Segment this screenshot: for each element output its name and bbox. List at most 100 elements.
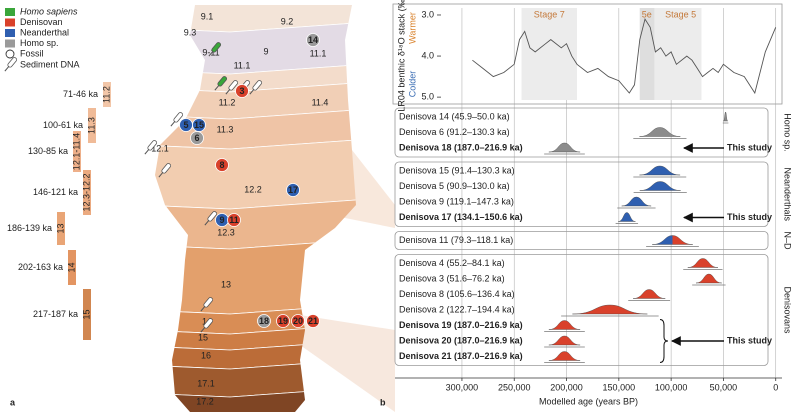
fossil-dot <box>190 131 204 145</box>
layer-label: 9-11 <box>202 47 219 57</box>
brace <box>659 319 669 363</box>
legend-label: Sediment DNA <box>20 59 80 69</box>
group-label: N–D <box>783 231 793 250</box>
fossil-label: 17 <box>288 185 298 195</box>
legend-fossil-icon <box>5 49 15 59</box>
layer-label: 9 <box>263 46 268 56</box>
pipette-body <box>228 80 239 91</box>
fossil-label: 15 <box>194 120 204 130</box>
sample-label: Denisova 8 (105.6–136.4 ka) <box>399 289 515 299</box>
date-bar <box>103 82 111 107</box>
climate-line <box>472 17 777 95</box>
fossil-label: 8 <box>219 160 224 170</box>
stage-band <box>521 8 577 100</box>
fossil-label: 14 <box>308 35 318 45</box>
density <box>548 320 581 330</box>
pipette-body <box>203 318 214 329</box>
density <box>652 235 693 245</box>
layer <box>155 198 356 250</box>
group-box <box>394 161 769 227</box>
sediment-dna-icon <box>170 112 184 127</box>
pipette-tip <box>158 172 164 178</box>
pipette-tip <box>204 220 210 226</box>
layer-label: 9.1 <box>201 11 214 21</box>
pipette-tip <box>214 85 220 91</box>
pipette-tip <box>208 51 214 57</box>
layer-label: 9.3 <box>184 27 197 37</box>
fossil-label: 18 <box>259 316 269 326</box>
pipette-body <box>173 112 184 123</box>
layer-label: 17.2 <box>196 396 214 406</box>
group-box <box>394 254 769 366</box>
y-tick-label: 4.0 <box>421 50 434 60</box>
projection-wedge <box>300 315 395 412</box>
fossil-dot <box>227 213 241 227</box>
pipette-body <box>203 297 214 308</box>
layer-label: 13 <box>221 279 231 289</box>
fossil-dot <box>235 84 249 98</box>
x-tick-label: 0 <box>773 382 778 392</box>
density <box>639 127 681 137</box>
fossil-label: 20 <box>293 316 303 326</box>
fossil-label: 6 <box>194 133 199 143</box>
density <box>548 335 581 346</box>
warm-label: Warmer <box>407 12 417 44</box>
pipette-body <box>161 163 172 174</box>
panel-label: a <box>10 397 16 407</box>
sediment-dna-icon <box>4 57 18 72</box>
layer-label: 12.3 <box>217 227 235 237</box>
legend-label: Homo sapiens <box>20 6 78 16</box>
layer-label: 12.2 <box>244 184 262 194</box>
sample-label: Denisova 18 (187.0–216.9 ka) <box>399 142 523 152</box>
date-range-label: 186-139 ka <box>7 223 52 233</box>
legend-swatch <box>5 39 15 48</box>
sediment-dna-icon <box>249 80 263 95</box>
density <box>723 111 728 122</box>
pipette-body <box>217 76 228 87</box>
fossil-dot <box>276 314 290 328</box>
sample-label: Denisova 6 (91.2–130.3 ka) <box>399 127 510 137</box>
legend-label: Denisovan <box>20 17 63 27</box>
fossil-label: 5 <box>183 120 188 130</box>
density <box>696 273 722 284</box>
fossil-label: 9 <box>219 215 224 225</box>
x-tick-label: 200,000 <box>550 382 583 392</box>
layer-label: 11.1 <box>234 60 251 70</box>
date-bar-layer: 15 <box>81 309 91 319</box>
fossil-dot <box>291 314 305 328</box>
date-bar-layer: 11.2 <box>101 86 111 103</box>
density <box>548 351 581 361</box>
group-label: Denisovans <box>783 286 793 334</box>
date-range-label: 100-61 ka <box>43 120 83 130</box>
date-bar <box>88 108 96 143</box>
x-tick-label: 250,000 <box>498 382 531 392</box>
sediment-dna-icon <box>200 318 214 333</box>
fossil-dot <box>286 183 300 197</box>
legend-swatch <box>5 29 15 37</box>
layer-label: 17.1 <box>197 378 215 388</box>
sediment-dna-icon <box>204 211 218 226</box>
y-axis-label: LR04 benthic δ¹⁸O stack (‰) <box>396 0 406 112</box>
date-range-label: 130-85 ka <box>28 146 68 156</box>
sample-label: Denisova 5 (90.9–130.0 ka) <box>399 181 510 191</box>
fossil-dot <box>306 314 320 328</box>
legend-label: Neanderthal <box>20 27 69 37</box>
date-range-label: 202-163 ka <box>18 262 63 272</box>
fossil-label: 11 <box>229 215 239 225</box>
fossil-dot <box>215 158 229 172</box>
inset-frame <box>392 3 783 105</box>
y-tick-label: 5.0 <box>421 92 434 102</box>
density <box>618 212 636 222</box>
date-bar-layer: 14 <box>66 262 76 272</box>
sample-label: Denisova 4 (55.2–84.1 ka) <box>399 258 505 268</box>
x-tick-label: 50,000 <box>710 382 738 392</box>
sample-label: Denisova 19 (187.0–216.9 ka) <box>399 320 523 330</box>
fossil-dot <box>257 314 271 328</box>
density <box>639 165 681 176</box>
date-range-label: 217-187 ka <box>33 309 78 319</box>
date-bar-layer: 13 <box>55 223 65 233</box>
cold-label: Colder <box>407 71 417 98</box>
sediment-dna-icon <box>158 163 172 178</box>
sample-label: Denisova 14 (45.9–50.0 ka) <box>399 111 510 121</box>
